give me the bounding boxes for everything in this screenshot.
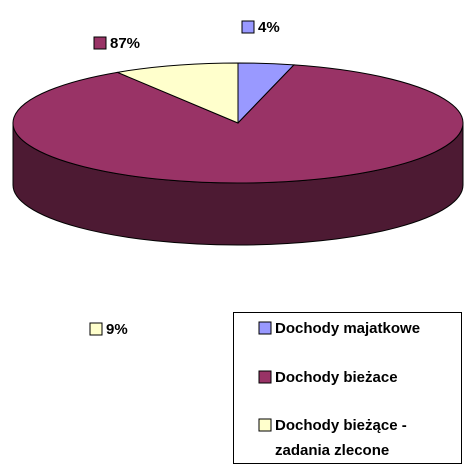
legend-key: [258, 418, 272, 432]
label-key: [89, 322, 103, 336]
pie-slice: [12, 64, 464, 184]
legend-key: [258, 321, 272, 335]
label-key: [93, 36, 107, 50]
legend-box: [233, 312, 462, 464]
data-label: 9%: [106, 321, 128, 338]
data-label: 87%: [110, 35, 140, 52]
label-key: [241, 20, 255, 34]
legend-label: Dochody bieżace: [275, 369, 398, 386]
data-label: 4%: [258, 19, 280, 36]
legend-label: Dochody majatkowe: [275, 320, 420, 337]
pie-slice: [115, 62, 239, 124]
legend-key: [258, 370, 272, 384]
legend-label: Dochody bieżące -zadania zlecone: [275, 417, 407, 459]
